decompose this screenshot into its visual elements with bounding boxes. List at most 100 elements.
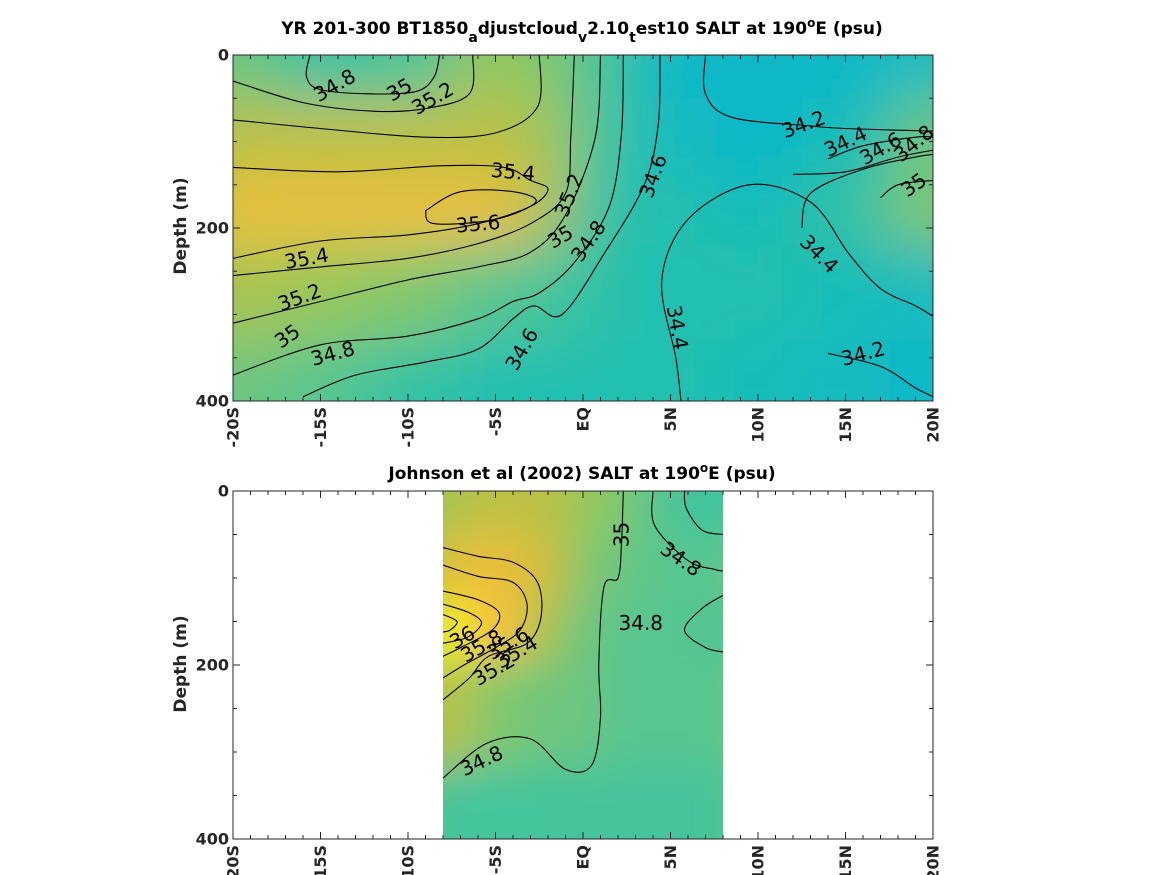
contour-line-34-8	[683, 594, 723, 653]
contour-label: 34.8	[618, 611, 663, 635]
heatmap-cell	[521, 604, 566, 661]
heatmap-cell	[521, 245, 566, 341]
panel-observed-ylabel: Depth (m)	[171, 615, 191, 712]
contour-label: 35.6	[455, 210, 501, 238]
heatmap-cell	[233, 55, 277, 99]
heatmap-cell	[600, 660, 636, 766]
contour-line-35	[443, 491, 624, 779]
y-tick-label: 0	[218, 46, 229, 65]
heatmap-cell	[565, 660, 601, 766]
heatmap-cell	[609, 340, 653, 401]
heatmap-cell	[233, 98, 277, 177]
heatmap-cell	[565, 491, 601, 535]
heatmap-cell	[635, 660, 671, 766]
heatmap-cell	[889, 340, 933, 401]
heatmap-cell	[801, 245, 890, 341]
heatmap-cell	[889, 245, 933, 341]
heatmap-cell	[451, 245, 522, 341]
heatmap-cell	[600, 604, 636, 661]
x-tick-label: -20S	[224, 407, 243, 447]
heatmap-cell	[714, 176, 802, 246]
contour-line-35	[233, 55, 475, 113]
heatmap-cell	[600, 534, 636, 605]
heatmap-cell	[364, 176, 452, 246]
x-tick-label: 20N	[924, 845, 943, 875]
contour-label: 35.4	[490, 158, 536, 186]
heatmap-cell	[889, 55, 933, 99]
heatmap-cell	[451, 176, 522, 246]
x-tick-label: -10S	[399, 407, 418, 447]
y-tick-label: 400	[196, 392, 229, 411]
panel-observed-ticks: -20S -15S -10S -5S EQ 5N 10N 15N 20N 0 200 400	[196, 482, 943, 875]
heatmap-cell	[276, 98, 365, 177]
heatmap-cell	[609, 55, 653, 99]
contour-line-35	[880, 179, 933, 199]
heatmap-cell	[443, 660, 470, 766]
heatmap-cell	[609, 98, 653, 177]
x-tick-label: 10N	[749, 845, 768, 875]
heatmap-cell	[609, 245, 653, 341]
heatmap-cell	[443, 534, 470, 605]
y-tick-label: 200	[196, 656, 229, 675]
heatmap-cell	[670, 604, 706, 661]
y-tick-label: 400	[196, 830, 229, 849]
x-tick-label: 15N	[836, 407, 855, 443]
heatmap-cell	[565, 765, 601, 839]
heatmap-cell	[521, 55, 566, 99]
x-tick-label: 5N	[661, 407, 680, 432]
panel-model-heatmap	[233, 55, 933, 401]
heatmap-cell	[565, 534, 601, 605]
y-tick-label: 0	[218, 482, 229, 501]
panel-observed-contours	[443, 491, 723, 779]
heatmap-cell	[705, 660, 723, 766]
heatmap-cell	[521, 660, 566, 766]
contour-label: 35	[610, 522, 634, 547]
heatmap-cell	[565, 340, 610, 401]
heatmap-cell	[276, 340, 365, 401]
contour-line-34-8	[651, 491, 723, 572]
heatmap-cell	[889, 98, 933, 177]
heatmap-cell	[714, 98, 802, 177]
heatmap-cell	[469, 534, 522, 605]
x-tick-label: 5N	[661, 845, 680, 870]
heatmap-cell	[443, 765, 470, 839]
contour-line-35-6	[443, 590, 501, 657]
contour-line-34-8	[305, 55, 441, 95]
heatmap-cell	[653, 245, 715, 341]
heatmap-cell	[521, 534, 566, 605]
heatmap-cell	[565, 604, 601, 661]
contour-line-34-6	[302, 55, 661, 398]
x-tick-label: 15N	[836, 845, 855, 875]
heatmap-cell	[653, 176, 715, 246]
contour-line-34-6	[792, 149, 933, 175]
contour-line-34-2	[703, 55, 933, 132]
heatmap-cell	[714, 245, 802, 341]
x-tick-label: 10N	[749, 407, 768, 443]
heatmap-cell	[705, 491, 723, 535]
panel-model-title: YR 201-300 BT1850adjustcloudv2.10test10 …	[280, 16, 883, 46]
heatmap-cell	[705, 534, 723, 605]
heatmap-cell	[451, 55, 522, 99]
x-tick-label: 20N	[924, 407, 943, 443]
contour-line-35	[233, 55, 602, 324]
heatmap-cell	[469, 660, 522, 766]
heatmap-cell	[670, 660, 706, 766]
heatmap-cell	[801, 340, 890, 401]
contour-line-34-8	[801, 153, 933, 229]
panel-model-ylabel: Depth (m)	[171, 177, 191, 274]
heatmap-cell	[451, 340, 522, 401]
contour-line-34-8	[233, 55, 624, 376]
contour-line-34-2	[827, 352, 933, 398]
heatmap-cell	[565, 176, 610, 246]
heatmap-cell	[670, 534, 706, 605]
x-tick-label: -10S	[399, 845, 418, 875]
heatmap-cell	[521, 765, 566, 839]
heatmap-cell	[801, 176, 890, 246]
heatmap-cell	[469, 604, 522, 661]
contour-line-35-2	[233, 55, 575, 277]
contour-line-36	[443, 614, 458, 633]
heatmap-cell	[364, 340, 452, 401]
heatmap-cell	[889, 176, 933, 246]
x-tick-label: -20S	[224, 845, 243, 875]
x-tick-label: -15S	[311, 845, 330, 875]
